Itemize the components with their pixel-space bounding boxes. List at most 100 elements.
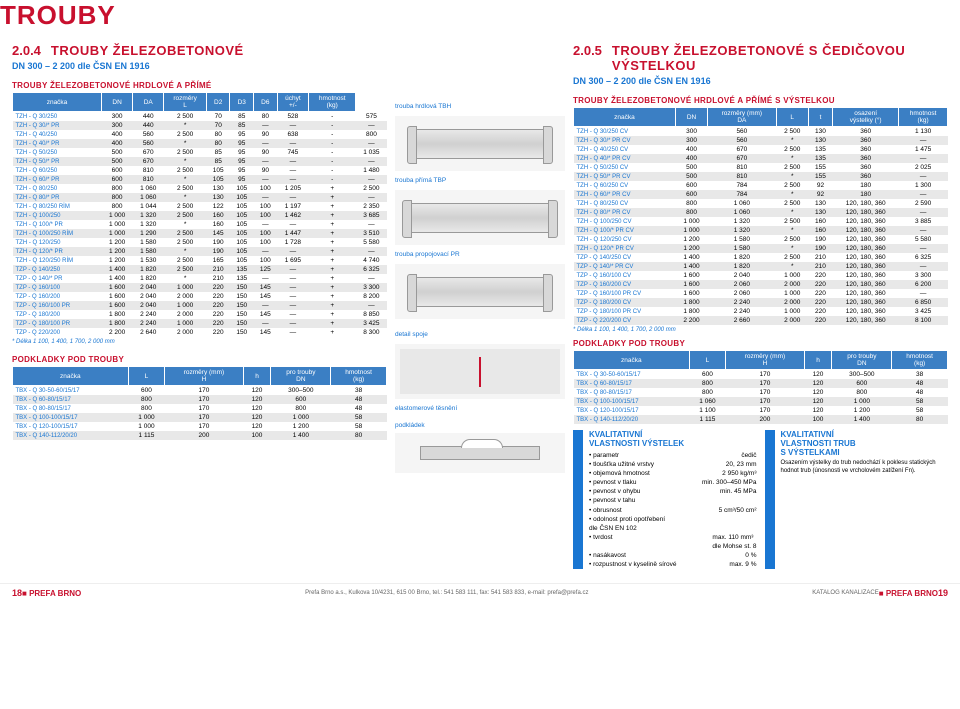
footer-logo-left: ■ PREFA BRNO — [22, 589, 81, 598]
table-1: značkaDNDArozměry LD2D3D6úchyt +/-hmotno… — [12, 92, 387, 337]
table-row: TZH - Q 80/250 CV8001 0602 500130120, 18… — [574, 199, 948, 208]
table-row: TZH - Q 40/* PR400560*8095——-— — [13, 139, 388, 148]
kv-row: • rozpustnost v kyselině sírovémax. 9 % — [589, 560, 757, 569]
diag2-label: trouba přímá TBP — [395, 177, 565, 184]
table-row: TZH - Q 50/* PR500670*8595——-— — [13, 157, 388, 166]
table-row: TBX - Q 140-112/20/201 1152001001 40080 — [13, 431, 387, 440]
table-row: TZP - Q 220/200 CV2 2002 6602 000220120,… — [574, 316, 948, 325]
table-row: TZH - Q 120/2501 2001 5802 5001901051001… — [13, 238, 388, 247]
table-row: TZP - Q 180/100 PR CV1 8002 2401 0002201… — [574, 307, 948, 316]
table-row: TZH - Q 40/2504005602 500809590638-800 — [13, 130, 388, 139]
table-row: TBX - Q 60-80/15/1780017012060048 — [13, 395, 387, 404]
kv-row: • pevnost v tahu — [589, 496, 757, 505]
table-row: TZH - Q 120/250 RİM1 2001 5302 500165105… — [13, 256, 388, 265]
diag5-label: elastomerové těsnění — [395, 405, 565, 412]
main-title: TROUBY — [0, 0, 960, 31]
table-row: TZP - Q 140/250 CV1 4001 8202 500210120,… — [574, 253, 948, 262]
table-2: značkaLrozměry (mm) Hhpro trouby DNhmotn… — [12, 366, 387, 440]
kv-row: • pevnost v tlakumin. 300–450 MPa — [589, 478, 757, 487]
section2-dn: DN 300 – 2 200 dle ČSN EN 1916 — [573, 76, 948, 86]
page-num-right: 19 — [938, 588, 948, 598]
section1-title: TROUBY ŽELEZOBETONOVÉ — [51, 43, 244, 58]
diagram-podkladek — [395, 433, 565, 473]
table-row: TZH - Q 100/* PR1 0001 320*160105——+— — [13, 220, 388, 229]
kv-row: • odolnost proti opotřebení dle ČSN EN 1… — [589, 515, 757, 533]
diag3-label: trouba propojovací PR — [395, 251, 565, 258]
t1-title: TROUBY ŽELEZOBETONOVÉ HRDLOVÉ A PŘÍMÉ — [12, 81, 387, 90]
table-row: TZP - Q 180/2001 8002 2402 000220150145—… — [13, 310, 388, 319]
kv-row: • pevnost v ohybumin. 45 MPa — [589, 487, 757, 496]
table-row: TZP - Q 180/100 PR1 8002 2401 000220150—… — [13, 319, 388, 328]
kv-row: • tloušťka užitné vrstvy20, 23 mm — [589, 460, 757, 469]
kv-row: • parametrčedič — [589, 451, 757, 460]
table-row: TZP - Q 140/* PR CV1 4001 820*210120, 18… — [574, 262, 948, 271]
table-row: TZH - Q 80/2508001 0602 5001301051001 20… — [13, 184, 388, 193]
table-row: TZH - Q 30/* PR CV300560*130360— — [574, 136, 948, 145]
table-row: TBX - Q 80-80/15/1780017012080048 — [13, 404, 387, 413]
t1-foot: * Délka 1 100, 1 400, 1 700, 2 000 mm — [12, 339, 387, 345]
kv1-title: KVALITATIVNÍ VLASTNOSTI VÝSTELEK — [589, 430, 757, 448]
table-row: TZH - Q 80/250 RİM8001 0442 500122105100… — [13, 202, 388, 211]
right-column: 2.0.5 TROUBY ŽELEZOBETONOVÉ S ČEDIČOVOU … — [573, 43, 948, 575]
table-row: TZH - Q 120/* PR1 2001 580*190105——+— — [13, 247, 388, 256]
table-row: TBX - Q 30-50-60/15/17600170120300–50038 — [574, 370, 948, 380]
diagram-tbp — [395, 190, 565, 245]
table-row: TZH - Q 60/250 CV6007842 500921801 300 — [574, 181, 948, 190]
page-footer: 18 ■ PREFA BRNO Prefa Brno a.s., Kulkova… — [0, 583, 960, 602]
kv-row: • objemová hmotnost2 950 kg/m³ — [589, 469, 757, 478]
table-row: TBX - Q 100-100/15/171 0601701201 00058 — [574, 397, 948, 406]
table-row: TZP - Q 160/200 CV1 6002 0602 000220120,… — [574, 280, 948, 289]
table-row: TZH - Q 60/* PR CV600784*92180— — [574, 190, 948, 199]
table-4: značkaLrozměry (mm) Hhpro trouby DNhmotn… — [573, 350, 948, 424]
diagram-tbh — [395, 116, 565, 171]
table-row: TZH - Q 30/250 CV3005602 5001303601 130 — [574, 127, 948, 137]
table-row: TZP - Q 180/200 CV1 8002 2402 000220120,… — [574, 298, 948, 307]
table-3: značkaDNrozměry (mm) DALtosazení výstelk… — [573, 107, 948, 325]
table-row: TBX - Q 120-100/15/171 0001701201 20058 — [13, 422, 387, 431]
table-row: TZP - Q 160/100 PR CV1 6002 0601 0002201… — [574, 289, 948, 298]
table-row: TBX - Q 100-100/15/171 0001701201 00058 — [13, 413, 387, 422]
table-row: TZP - Q 160/2001 6002 0402 000220150145—… — [13, 292, 388, 301]
table-row: TZP - Q 160/100 PR1 6002 0401 000220150—… — [13, 301, 388, 310]
table-row: TBX - Q 80-80/15/1780017012080048 — [574, 388, 948, 397]
section2-title: TROUBY ŽELEZOBETONOVÉ S ČEDIČOVOU VÝSTEL… — [612, 43, 948, 73]
table-row: TBX - Q 120-100/15/171 1001701201 20058 — [574, 406, 948, 415]
table-row: TZH - Q 100/2501 0001 3202 5001601051001… — [13, 211, 388, 220]
table-row: TZH - Q 30/* PR300440*7085——-— — [13, 121, 388, 130]
diagram-joint — [395, 344, 565, 399]
table-row: TZH - Q 50/250 CV5008102 5001553602 025 — [574, 163, 948, 172]
table-row: TZH - Q 60/* PR600810*10595——-— — [13, 175, 388, 184]
t2-title: PODKLADKY POD TROUBY — [12, 355, 387, 364]
t4-title: PODKLADKY POD TROUBY — [573, 339, 948, 348]
table-row: TZH - Q 30/2503004402 500708580528-575 — [13, 112, 388, 122]
left-column: 2.0.4 TROUBY ŽELEZOBETONOVÉ DN 300 – 2 2… — [12, 43, 387, 575]
table-row: TZH - Q 80/* PR8001 060*130105——+— — [13, 193, 388, 202]
page-body: 2.0.4 TROUBY ŽELEZOBETONOVÉ DN 300 – 2 2… — [0, 35, 960, 583]
table-row: TZP - Q 220/2002 2002 6402 000220150145—… — [13, 328, 388, 337]
table-row: TZH - Q 60/2506008102 5001059590—-1 480 — [13, 166, 388, 175]
kv2-title: KVALITATIVNÍ VLASTNOSTI TRUB S VÝSTELKAM… — [781, 430, 949, 457]
middle-column: trouba hrdlová TBH trouba přímá TBP trou… — [395, 43, 565, 575]
section1-dn: DN 300 – 2 200 dle ČSN EN 1916 — [12, 61, 387, 71]
table-row: TZH - Q 40/250 CV4006702 5001353601 475 — [574, 145, 948, 154]
page-num-left: 18 — [12, 588, 22, 598]
kv2-note: Osazením výstelky do trub nedochází k po… — [781, 460, 949, 476]
table-row: TZP - Q 160/100 CV1 6002 0401 000220120,… — [574, 271, 948, 280]
table-row: TZH - Q 100/250 CV1 0001 3202 500160120,… — [574, 217, 948, 226]
section2-num: 2.0.5 — [573, 43, 602, 58]
table-row: TBX - Q 140-112/20/201 1152001001 40080 — [574, 415, 948, 424]
table-row: TZP - Q 140/2501 4001 8202 500210135125—… — [13, 265, 388, 274]
table-row: TZH - Q 50/2505006702 500859590745-1 035 — [13, 148, 388, 157]
table-row: TZH - Q 100/* PR CV1 0001 320*160120, 18… — [574, 226, 948, 235]
diag4-label: detail spoje — [395, 331, 565, 338]
t3-foot: * Délka 1 100, 1 400, 1 700, 2 000 mm — [573, 327, 948, 333]
table-row: TZH - Q 50/* PR CV500810*155360— — [574, 172, 948, 181]
footer-address: Prefa Brno a.s., Kulkova 10/4231, 615 00… — [81, 590, 812, 596]
table-row: TZH - Q 120/* PR CV1 2001 580*190120, 18… — [574, 244, 948, 253]
table-row: TBX - Q 60-80/15/1780017012060048 — [574, 379, 948, 388]
footer-catalog: KATALOG KANALIZACE — [812, 590, 878, 596]
kv-row: • tvrdostmax. 110 mm³ dle Mohse st. 8 — [589, 533, 757, 551]
diagram-pr — [395, 264, 565, 319]
t3-title: TROUBY ŽELEZOBETONOVÉ HRDLOVÉ A PŘÍMÉ S … — [573, 96, 948, 105]
kv-row: • obrusnost5 cm³/50 cm² — [589, 506, 757, 515]
